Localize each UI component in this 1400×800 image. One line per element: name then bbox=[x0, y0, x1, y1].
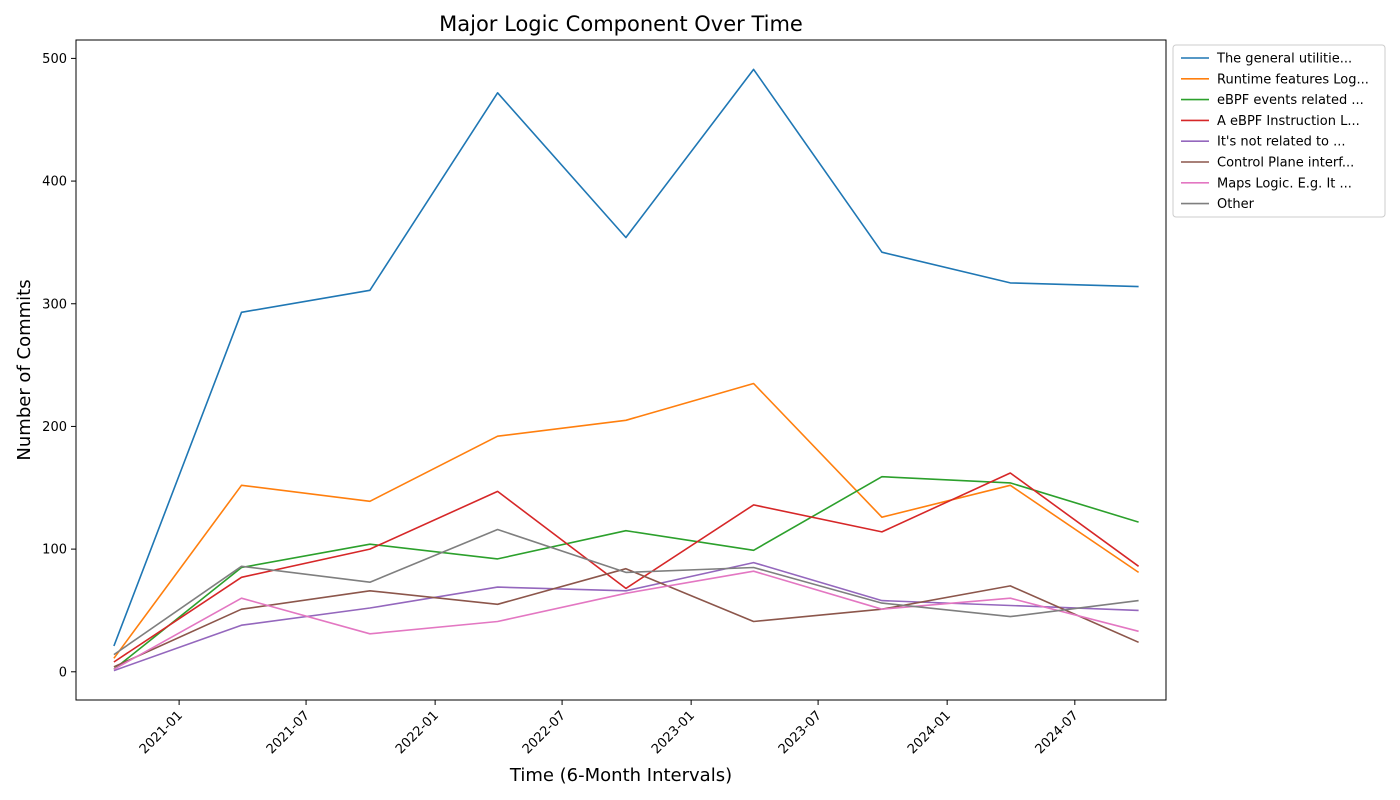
legend-label: A eBPF Instruction L... bbox=[1217, 114, 1360, 129]
x-tick-label: 2023-01 bbox=[649, 708, 698, 757]
x-tick-label: 2023-07 bbox=[776, 708, 825, 757]
y-axis: 0 100 200 300 400 500 bbox=[42, 52, 76, 680]
series-lines bbox=[113, 68, 1140, 672]
legend-label: Other bbox=[1217, 197, 1255, 212]
y-tick-label: 100 bbox=[42, 543, 67, 558]
x-tick-label: 2021-07 bbox=[264, 708, 313, 757]
legend-label: It's not related to ... bbox=[1217, 135, 1346, 150]
legend-frame bbox=[1172, 44, 1386, 218]
x-axis-title: Time (6-Month Intervals) bbox=[509, 765, 732, 786]
series-line bbox=[113, 570, 1139, 670]
y-tick-label: 0 bbox=[59, 665, 67, 680]
legend-label: eBPF events related ... bbox=[1217, 93, 1364, 108]
series-line bbox=[113, 528, 1139, 656]
y-tick-label: 500 bbox=[42, 52, 67, 67]
series-line bbox=[113, 472, 1140, 663]
x-tick-label: 2022-01 bbox=[393, 708, 442, 757]
x-tick-label: 2024-01 bbox=[905, 708, 954, 757]
series-line bbox=[113, 475, 1139, 670]
legend-label: Control Plane interf... bbox=[1217, 156, 1354, 171]
legend-label: Runtime features Log... bbox=[1217, 72, 1369, 87]
plot-area bbox=[75, 39, 1167, 701]
x-tick-label: 2022-07 bbox=[520, 708, 569, 757]
series-line bbox=[113, 382, 1140, 659]
x-tick-label: 2024-07 bbox=[1033, 708, 1082, 757]
legend: The general utilitie... Runtime features … bbox=[1172, 44, 1386, 218]
series-line bbox=[113, 68, 1139, 647]
y-tick-label: 300 bbox=[42, 297, 67, 312]
legend-label: Maps Logic. E.g. It ... bbox=[1217, 176, 1352, 191]
legend-label: The general utilitie... bbox=[1216, 52, 1352, 67]
x-tick-label: 2021-01 bbox=[137, 708, 186, 757]
y-tick-label: 400 bbox=[42, 175, 67, 190]
chart-title: Major Logic Component Over Time bbox=[439, 12, 803, 36]
series-line bbox=[113, 567, 1139, 668]
x-axis: 2021-01 2021-07 2022-01 2022-07 2023-01 2023-… bbox=[137, 700, 1082, 757]
series-line bbox=[113, 561, 1139, 672]
y-tick-label: 200 bbox=[42, 420, 67, 435]
y-axis-title: Number of Commits bbox=[14, 279, 35, 460]
